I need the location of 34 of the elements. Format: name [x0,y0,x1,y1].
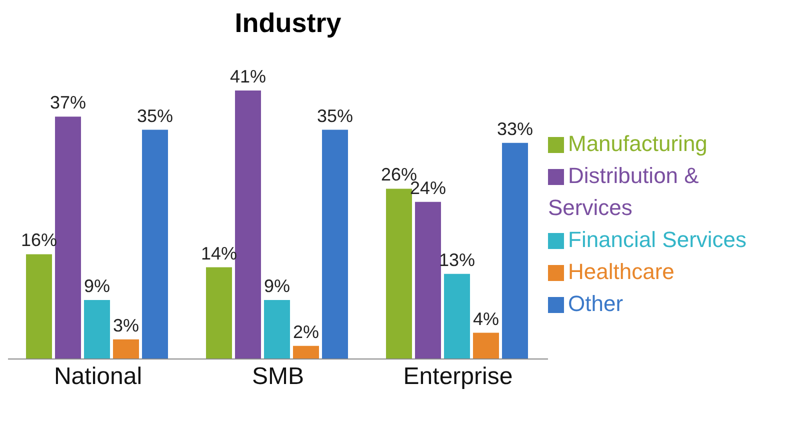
bar [386,188,412,359]
legend-label: Manufacturing [568,131,708,156]
data-label: 41% [230,66,266,86]
bar [502,142,528,359]
bar [415,202,441,359]
bar [264,300,290,359]
bar [26,254,52,359]
legend-label: Distribution & Services [548,163,699,220]
data-label: 33% [496,118,534,139]
data-label: 3% [112,315,140,336]
data-label: 37% [50,92,86,113]
x-tick-label: Enterprise [403,363,513,390]
bar [473,332,499,359]
bar [113,339,139,359]
bar [206,267,232,359]
data-label: 2% [292,322,320,342]
legend-label: Financial Services [568,227,747,252]
bar [84,300,110,359]
chart-title: Industry [234,8,342,39]
bar [55,116,81,359]
bar [142,130,168,359]
data-label: 35% [136,106,174,126]
bar [293,346,319,359]
bar [235,90,261,359]
data-label: 9% [264,276,290,296]
bar [444,274,470,359]
bar [322,130,348,359]
data-label: 35% [316,106,354,126]
legend-label: Other [568,291,624,316]
x-tick-label: National [54,363,142,390]
data-label: 4% [472,308,500,329]
legend-label: Healthcare [568,259,674,284]
x-tick-label: SMB [252,363,304,390]
data-label: 9% [84,276,110,296]
